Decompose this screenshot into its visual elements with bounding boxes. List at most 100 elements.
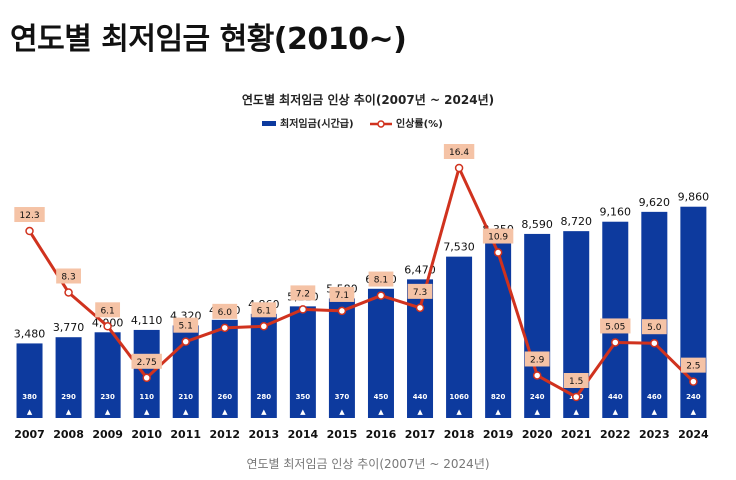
rate-label-box [329, 286, 355, 302]
bar-value-label: 8,590 [521, 218, 553, 231]
increase-label: 110 [139, 393, 154, 401]
bar [680, 206, 707, 418]
chart-caption: 연도별 최저임금 인상 추이(2007년 ~ 2024년) [246, 457, 490, 471]
rate-label-box [482, 228, 514, 244]
rate-label: 5.0 [647, 323, 662, 333]
rate-label: 6.0 [218, 308, 233, 318]
bar-value-label: 4,110 [131, 314, 163, 327]
rate-label: 7.1 [335, 291, 349, 301]
increase-triangle-icon: ▲ [495, 408, 501, 416]
rate-label-box [524, 351, 550, 367]
increase-label: 460 [647, 393, 662, 401]
increase-triangle-icon: ▲ [66, 408, 72, 416]
increase-triangle-icon: ▲ [105, 408, 111, 416]
rate-point [454, 163, 464, 173]
rate-label: 6.1 [257, 306, 271, 316]
bar [446, 256, 473, 418]
rate-point [220, 323, 230, 333]
rate-label-box [443, 144, 475, 159]
rate-point [493, 248, 503, 257]
rate-label: 7.2 [296, 289, 310, 299]
legend-line-marker [377, 120, 385, 128]
increase-label: 210 [178, 393, 193, 401]
rate-label: 12.3 [20, 211, 40, 221]
bar [16, 343, 43, 418]
increase-triangle-icon: ▲ [652, 408, 658, 416]
x-tick-label: 2019 [483, 428, 514, 441]
increase-triangle-icon: ▲ [456, 408, 462, 416]
increase-triangle-icon: ▲ [261, 408, 267, 416]
rate-label-box [251, 302, 277, 318]
bar [94, 332, 121, 418]
rate-label: 7.3 [413, 288, 427, 298]
rate-point [181, 337, 190, 346]
x-tick-label: 2022 [600, 428, 631, 441]
bar-value-label: 8,720 [560, 215, 592, 228]
bar-value-label: 3,480 [14, 327, 46, 340]
chart-title: 연도별 최저임금 인상 추이(2007년 ~ 2024년) [242, 92, 494, 107]
rate-line-group: 12.3 8.3 6.1 2.75 5.1 6.0 6.1 7.2 7.1 8.1 7.3 16.4 1… [14, 144, 706, 402]
rate-point [689, 377, 698, 386]
x-tick-label: 2012 [209, 428, 240, 441]
bars-group: 3,480380▲3,770290▲4,000230▲4,110110▲4,32… [14, 191, 709, 418]
rate-label: 1.5 [569, 377, 583, 387]
bar [641, 211, 668, 418]
x-tick-label: 2009 [92, 428, 123, 441]
legend: 최저임금(시간급) 인상률(%) [262, 117, 443, 130]
increase-triangle-icon: ▲ [613, 408, 619, 416]
legend-bar-swatch [262, 121, 276, 126]
increase-triangle-icon: ▲ [144, 408, 150, 416]
rate-label-box [212, 303, 238, 319]
x-tick-label: 2016 [366, 428, 397, 441]
bar-value-label: 9,160 [600, 206, 632, 219]
x-tick-label: 2013 [249, 428, 280, 441]
rate-label-box [14, 207, 45, 223]
increase-triangle-icon: ▲ [183, 408, 189, 416]
bar-value-label: 9,620 [639, 196, 671, 209]
increase-label: 1060 [449, 393, 469, 401]
x-axis: 2007 2008 2009 2010 2011 2012 2013 2014 2015 2016… [14, 428, 709, 441]
increase-label: 280 [257, 393, 272, 401]
rate-line [28, 166, 695, 399]
rate-point [142, 373, 151, 383]
rate-label: 10.9 [488, 233, 508, 243]
bar [328, 298, 355, 418]
increase-triangle-icon: ▲ [417, 408, 423, 416]
bar [563, 231, 590, 418]
rate-label-box [563, 373, 589, 388]
bar [211, 319, 238, 418]
rate-point [259, 322, 269, 331]
rate-label-box [290, 285, 316, 301]
x-tick-label: 2007 [14, 428, 45, 441]
rate-label: 2.5 [686, 362, 700, 372]
increase-label: 450 [374, 393, 389, 401]
increase-label: 440 [608, 393, 623, 401]
rate-point [337, 306, 347, 316]
rate-label: 2.75 [137, 358, 157, 368]
rate-label: 5.1 [179, 322, 193, 332]
increase-label: 240 [530, 393, 545, 401]
rate-point [25, 226, 34, 236]
bar [367, 288, 394, 418]
x-tick-label: 2008 [53, 428, 84, 441]
rate-point [650, 338, 659, 348]
x-tick-label: 2011 [170, 428, 201, 441]
bar [524, 233, 551, 418]
increase-triangle-icon: ▲ [339, 408, 345, 416]
x-tick-label: 2024 [678, 428, 709, 441]
legend-bar-label: 최저임금(시간급) [280, 117, 354, 130]
bar [485, 239, 512, 418]
x-tick-label: 2015 [327, 428, 358, 441]
bar [289, 306, 316, 418]
x-tick-label: 2021 [561, 428, 592, 441]
x-tick-label: 2023 [639, 428, 670, 441]
rate-point [103, 322, 112, 331]
increase-label: 290 [61, 393, 76, 401]
increase-triangle-icon: ▲ [27, 408, 33, 416]
rate-label-box [95, 302, 121, 318]
bar-value-label: 7,530 [443, 241, 475, 254]
increase-triangle-icon: ▲ [222, 408, 228, 416]
rate-point [415, 303, 425, 313]
rate-label-box [131, 353, 162, 369]
